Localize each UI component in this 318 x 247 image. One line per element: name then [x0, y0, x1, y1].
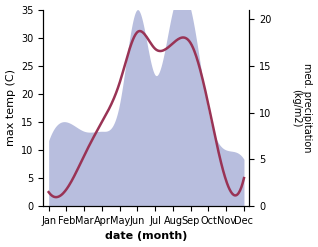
X-axis label: date (month): date (month): [105, 231, 188, 242]
Y-axis label: max temp (C): max temp (C): [5, 69, 16, 146]
Y-axis label: med. precipitation
(kg/m2): med. precipitation (kg/m2): [291, 63, 313, 153]
